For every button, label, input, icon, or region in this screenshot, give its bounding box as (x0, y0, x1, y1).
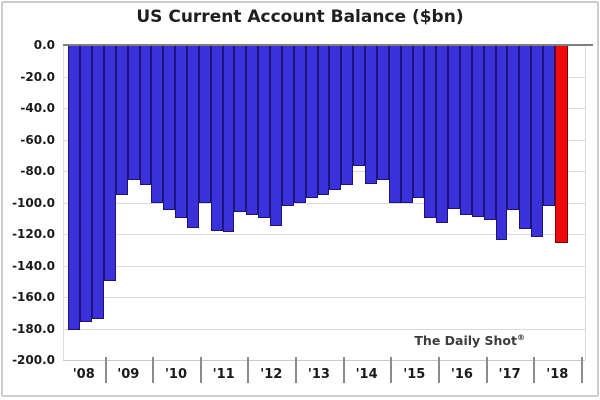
y-tick-label: -160.0 (12, 290, 55, 304)
year-separator-tick (247, 357, 250, 383)
bar (80, 45, 93, 323)
bar (519, 45, 532, 230)
grid-line (63, 328, 585, 330)
bar (460, 45, 472, 216)
year-separator-tick (390, 357, 393, 383)
plot-left-border (63, 45, 64, 360)
x-year-label: '12 (260, 367, 283, 382)
bar (400, 45, 413, 203)
y-tick-label: -20.0 (20, 69, 55, 84)
bar (341, 45, 354, 186)
bar (329, 45, 342, 190)
bar (270, 45, 282, 227)
x-year-label: '10 (164, 367, 188, 382)
bar (471, 45, 484, 217)
bar (483, 45, 496, 220)
bar (151, 45, 164, 203)
x-year-label: '14 (355, 367, 378, 382)
y-tick-label: -180.0 (12, 321, 55, 336)
year-separator-tick (199, 357, 202, 383)
x-axis-baseline (63, 360, 585, 361)
x-year-label: '16 (450, 367, 473, 382)
bar (139, 45, 152, 186)
bar (436, 45, 449, 223)
bar (376, 45, 389, 181)
grid-line (63, 265, 585, 267)
year-separator-tick (342, 357, 345, 383)
bar (246, 45, 259, 216)
bar (198, 45, 211, 203)
bar (258, 45, 271, 219)
bar (495, 45, 508, 241)
registered-trademark-icon: ® (517, 333, 525, 342)
year-separator-tick (152, 357, 155, 383)
y-tick-label: -100.0 (12, 195, 55, 210)
bar (293, 45, 306, 203)
year-separator-tick (581, 357, 584, 383)
bar (543, 45, 555, 206)
bar (353, 45, 366, 167)
watermark-daily-shot: The Daily Shot® (330, 333, 525, 348)
watermark-text: The Daily Shot (414, 333, 517, 349)
bar (448, 45, 460, 209)
bar (424, 45, 437, 219)
bar (210, 45, 223, 231)
bar (92, 45, 104, 320)
bar (305, 45, 318, 198)
chart-title: US Current Account Balance ($bn) (136, 7, 464, 27)
bar-highlight-latest (554, 45, 569, 244)
y-tick-label: -80.0 (20, 164, 55, 178)
bar (68, 45, 81, 331)
x-year-label: '11 (212, 367, 235, 382)
bar (412, 45, 425, 198)
bar (127, 45, 140, 181)
zero-line (63, 44, 593, 46)
bar (103, 45, 116, 282)
year-separator-tick (438, 357, 441, 383)
bar (115, 45, 128, 195)
x-year-label: '15 (403, 367, 426, 382)
bar (234, 45, 247, 212)
year-separator-tick (533, 357, 536, 383)
x-year-label: '08 (72, 367, 95, 382)
bar (317, 45, 330, 195)
x-year-label: '13 (307, 367, 330, 382)
bar (365, 45, 377, 184)
plot-right-border (585, 45, 586, 360)
x-year-label: '17 (498, 367, 521, 382)
bar (507, 45, 520, 211)
y-tick-label: 0.0 (33, 38, 55, 52)
bar (531, 45, 544, 238)
bar (187, 45, 199, 228)
grid-line (63, 297, 585, 298)
year-separator-tick (485, 357, 488, 383)
year-separator-tick (295, 357, 298, 383)
bar (222, 45, 235, 233)
x-year-label: '09 (117, 367, 140, 382)
bar (175, 45, 187, 219)
bar (163, 45, 176, 211)
y-tick-label: -40.0 (20, 101, 55, 115)
year-separator-tick (104, 357, 107, 383)
y-tick-label: -60.0 (20, 132, 55, 147)
y-tick-label: -140.0 (12, 258, 55, 273)
bar (281, 45, 294, 206)
grid-line (63, 202, 585, 204)
grid-line (63, 234, 585, 235)
y-tick-label: -200.0 (12, 353, 55, 367)
bar (388, 45, 401, 203)
y-tick-label: -120.0 (12, 227, 55, 241)
x-year-label: '18 (546, 367, 569, 382)
